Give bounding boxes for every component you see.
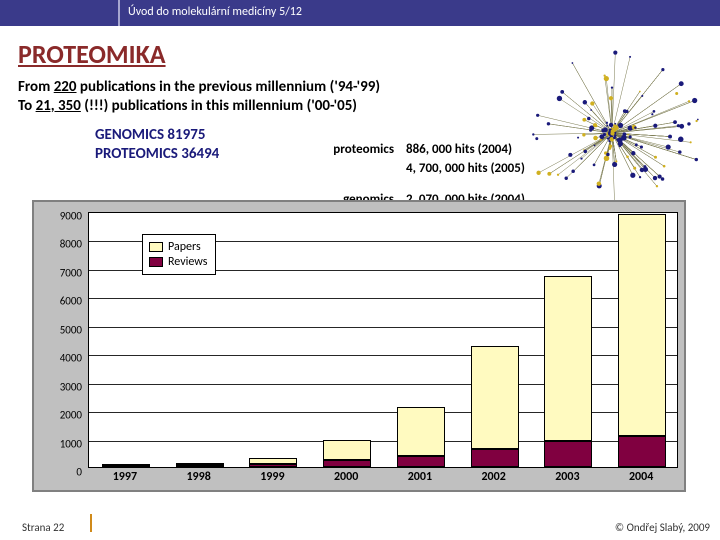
header-course: Úvod do molekulární medicíny 5/12 (128, 5, 302, 19)
xlabel: 2001 (408, 470, 432, 484)
bar-papers (176, 463, 224, 466)
chart-legend: Papers Reviews (142, 234, 216, 275)
xlabel: 2002 (481, 470, 505, 484)
bar-reviews (397, 456, 445, 467)
footer: Strana 22 © Ondřej Slabý, 2009 (0, 516, 720, 540)
ytick: 8000 (60, 238, 82, 251)
bar-papers (249, 458, 297, 464)
hits-val-0b: 4, 700, 000 hits (2005) (406, 161, 525, 178)
ytick: 1000 (60, 437, 82, 450)
xlabel: 1998 (186, 470, 210, 484)
publications-chart: 0 1000 2000 3000 4000 5000 6000 7000 8000 9000 19… (32, 200, 686, 492)
legend-papers-label: Papers (168, 240, 201, 254)
page-number: Strana 22 (22, 521, 64, 534)
ytick: 9000 (60, 210, 82, 223)
intro2-num: 21, 350 (36, 97, 81, 115)
bar-papers (544, 276, 592, 441)
bar-reviews (323, 460, 371, 467)
gp-proteomics: PROTEOMICS 36494 (95, 145, 219, 164)
y-axis: 0100020003000400050006000700080009000 (38, 206, 84, 472)
intro-line-1: From 220 publications in the previous mi… (18, 78, 380, 96)
intro2-pre: To (18, 97, 36, 115)
legend-reviews-label: Reviews (168, 255, 207, 269)
xlabel: 1999 (260, 470, 284, 484)
bar-papers (471, 346, 519, 448)
intro1-post: publications in the previous millennium … (77, 78, 381, 96)
xlabel: 2000 (334, 470, 358, 484)
legend-papers: Papers (149, 240, 207, 254)
bar-papers (397, 407, 445, 455)
page-title: PROTEOMIKA (18, 38, 166, 70)
copyright: © Ondřej Slabý, 2009 (615, 521, 710, 534)
xlabel: 2003 (555, 470, 579, 484)
ytick: 4000 (60, 352, 82, 365)
ytick: 3000 (60, 380, 82, 393)
intro2-post: (!!!) publications in this millennium ('… (81, 97, 357, 115)
ytick: 7000 (60, 266, 82, 279)
bar-reviews (249, 464, 297, 467)
header-bar: Úvod do molekulární medicíny 5/12 (0, 0, 720, 26)
header-divider (118, 0, 120, 26)
ytick: 2000 (60, 409, 82, 422)
hits-term-0: proteomics (302, 142, 406, 159)
swatch-reviews (149, 257, 163, 267)
ytick: 5000 (60, 323, 82, 336)
legend-reviews: Reviews (149, 255, 207, 269)
intro1-num: 220 (54, 78, 77, 96)
intro1-pre: From (18, 78, 54, 96)
genomics-proteomics-box: GENOMICS 81975 PROTEOMICS 36494 (95, 126, 219, 164)
swatch-papers (149, 242, 163, 252)
ytick: 0 (76, 466, 82, 479)
x-axis: 1997 1998 1999 2000 2001 2002 2003 2004 (88, 470, 678, 490)
bar-papers (102, 464, 150, 466)
bar-papers (618, 214, 666, 436)
bar-reviews (618, 436, 666, 467)
ytick: 6000 (60, 295, 82, 308)
bar-reviews (544, 441, 592, 467)
hits-val-0a: 886, 000 hits (2004) (406, 142, 512, 159)
footer-divider (90, 514, 92, 532)
gp-genomics: GENOMICS 81975 (95, 126, 219, 145)
bar-reviews (471, 449, 519, 467)
intro-line-2: To 21, 350 (!!!) publications in this mi… (18, 97, 357, 115)
bar-papers (323, 440, 371, 460)
bar-reviews (176, 465, 224, 467)
xlabel: 2004 (629, 470, 653, 484)
xlabel: 1997 (113, 470, 137, 484)
